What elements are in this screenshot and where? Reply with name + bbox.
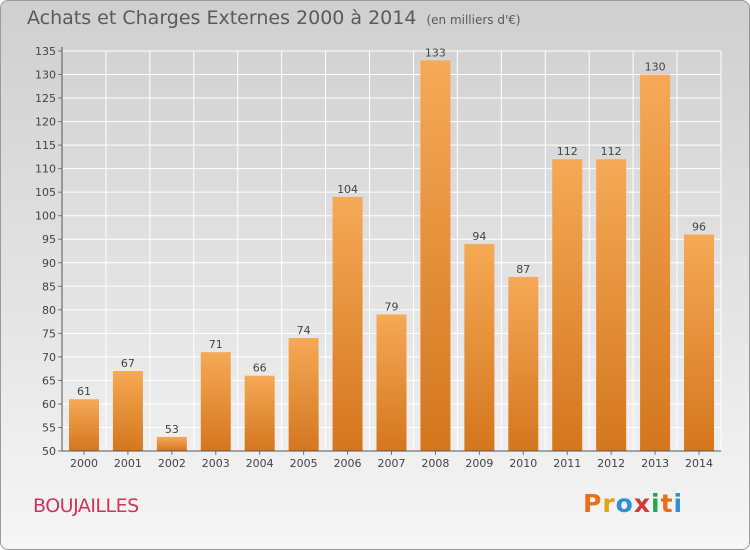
- y-tick-label: 125: [35, 92, 56, 105]
- y-tick-label: 70: [42, 351, 56, 364]
- bar-2011: [552, 159, 583, 451]
- bar-value-label: 112: [557, 145, 578, 158]
- bar-2013: [640, 74, 671, 451]
- x-tick-label: 2013: [641, 457, 669, 470]
- bar-value-label: 74: [297, 324, 311, 337]
- chart-title: Achats et Charges Externes 2000 à 2014 (e…: [27, 7, 521, 29]
- bar-2014: [684, 234, 715, 451]
- x-tick-label: 2001: [114, 457, 142, 470]
- logo-letter: P: [583, 489, 603, 518]
- commune-name: BOUJAILLES: [33, 495, 139, 517]
- x-tick-label: 2012: [597, 457, 625, 470]
- logo-letter: i: [651, 489, 661, 518]
- bar-value-label: 66: [253, 362, 267, 375]
- y-tick-label: 90: [42, 257, 56, 270]
- x-tick-label: 2007: [378, 457, 406, 470]
- y-tick-label: 95: [42, 233, 56, 246]
- y-tick-label: 130: [35, 69, 56, 82]
- x-tick-label: 2004: [246, 457, 274, 470]
- bar-2006: [332, 196, 363, 451]
- bar-2000: [68, 399, 99, 451]
- x-tick-label: 2005: [290, 457, 318, 470]
- bar-2003: [200, 352, 231, 451]
- y-tick-label: 60: [42, 398, 56, 411]
- y-tick-label: 50: [42, 445, 56, 458]
- bar-2008: [420, 60, 451, 451]
- y-tick-label: 65: [42, 374, 56, 387]
- x-tick-label: 2000: [70, 457, 98, 470]
- x-tick-label: 2011: [553, 457, 581, 470]
- y-tick-label: 135: [35, 45, 56, 58]
- chart-title-text: Achats et Charges Externes 2000 à 2014: [27, 7, 417, 29]
- x-tick-label: 2008: [421, 457, 449, 470]
- y-tick-label: 85: [42, 280, 56, 293]
- bar-value-label: 87: [516, 263, 530, 276]
- bar-2009: [464, 243, 495, 451]
- bar-value-label: 96: [692, 221, 706, 234]
- bar-2012: [596, 159, 627, 451]
- logo-letter: i: [673, 489, 684, 518]
- bar-value-label: 79: [385, 301, 399, 314]
- bar-value-label: 61: [77, 385, 91, 398]
- chart-unit: (en milliers d'€): [426, 13, 521, 27]
- logo-letter: r: [602, 489, 616, 518]
- x-tick-label: 2003: [202, 457, 230, 470]
- bar-2002: [156, 436, 187, 451]
- bar-value-label: 133: [425, 46, 446, 59]
- bar-value-label: 112: [601, 145, 622, 158]
- logo-letter: t: [660, 489, 674, 518]
- proxiti-logo: Proxiti: [583, 489, 683, 518]
- bar-2007: [376, 314, 407, 451]
- bar-value-label: 67: [121, 357, 135, 370]
- bar-2005: [288, 338, 319, 451]
- logo-letter: o: [615, 489, 634, 518]
- bar-value-label: 53: [165, 423, 179, 436]
- bar-2010: [508, 276, 539, 451]
- x-tick-label: 2006: [334, 457, 362, 470]
- bar-value-label: 104: [337, 183, 358, 196]
- y-tick-label: 100: [35, 210, 56, 223]
- y-tick-label: 105: [35, 186, 56, 199]
- y-tick-label: 115: [35, 139, 56, 152]
- bar-value-label: 94: [472, 230, 486, 243]
- y-tick-label: 75: [42, 327, 56, 340]
- bar-value-label: 130: [645, 61, 666, 74]
- x-tick-label: 2010: [509, 457, 537, 470]
- x-tick-label: 2002: [158, 457, 186, 470]
- bar-2004: [244, 375, 275, 451]
- bar-value-label: 71: [209, 338, 223, 351]
- y-tick-label: 110: [35, 163, 56, 176]
- bar-2001: [112, 371, 143, 451]
- y-tick-label: 120: [35, 116, 56, 129]
- y-tick-label: 80: [42, 304, 56, 317]
- logo-letter: x: [633, 489, 651, 518]
- x-tick-label: 2009: [465, 457, 493, 470]
- x-tick-label: 2014: [685, 457, 713, 470]
- y-tick-label: 55: [42, 421, 56, 434]
